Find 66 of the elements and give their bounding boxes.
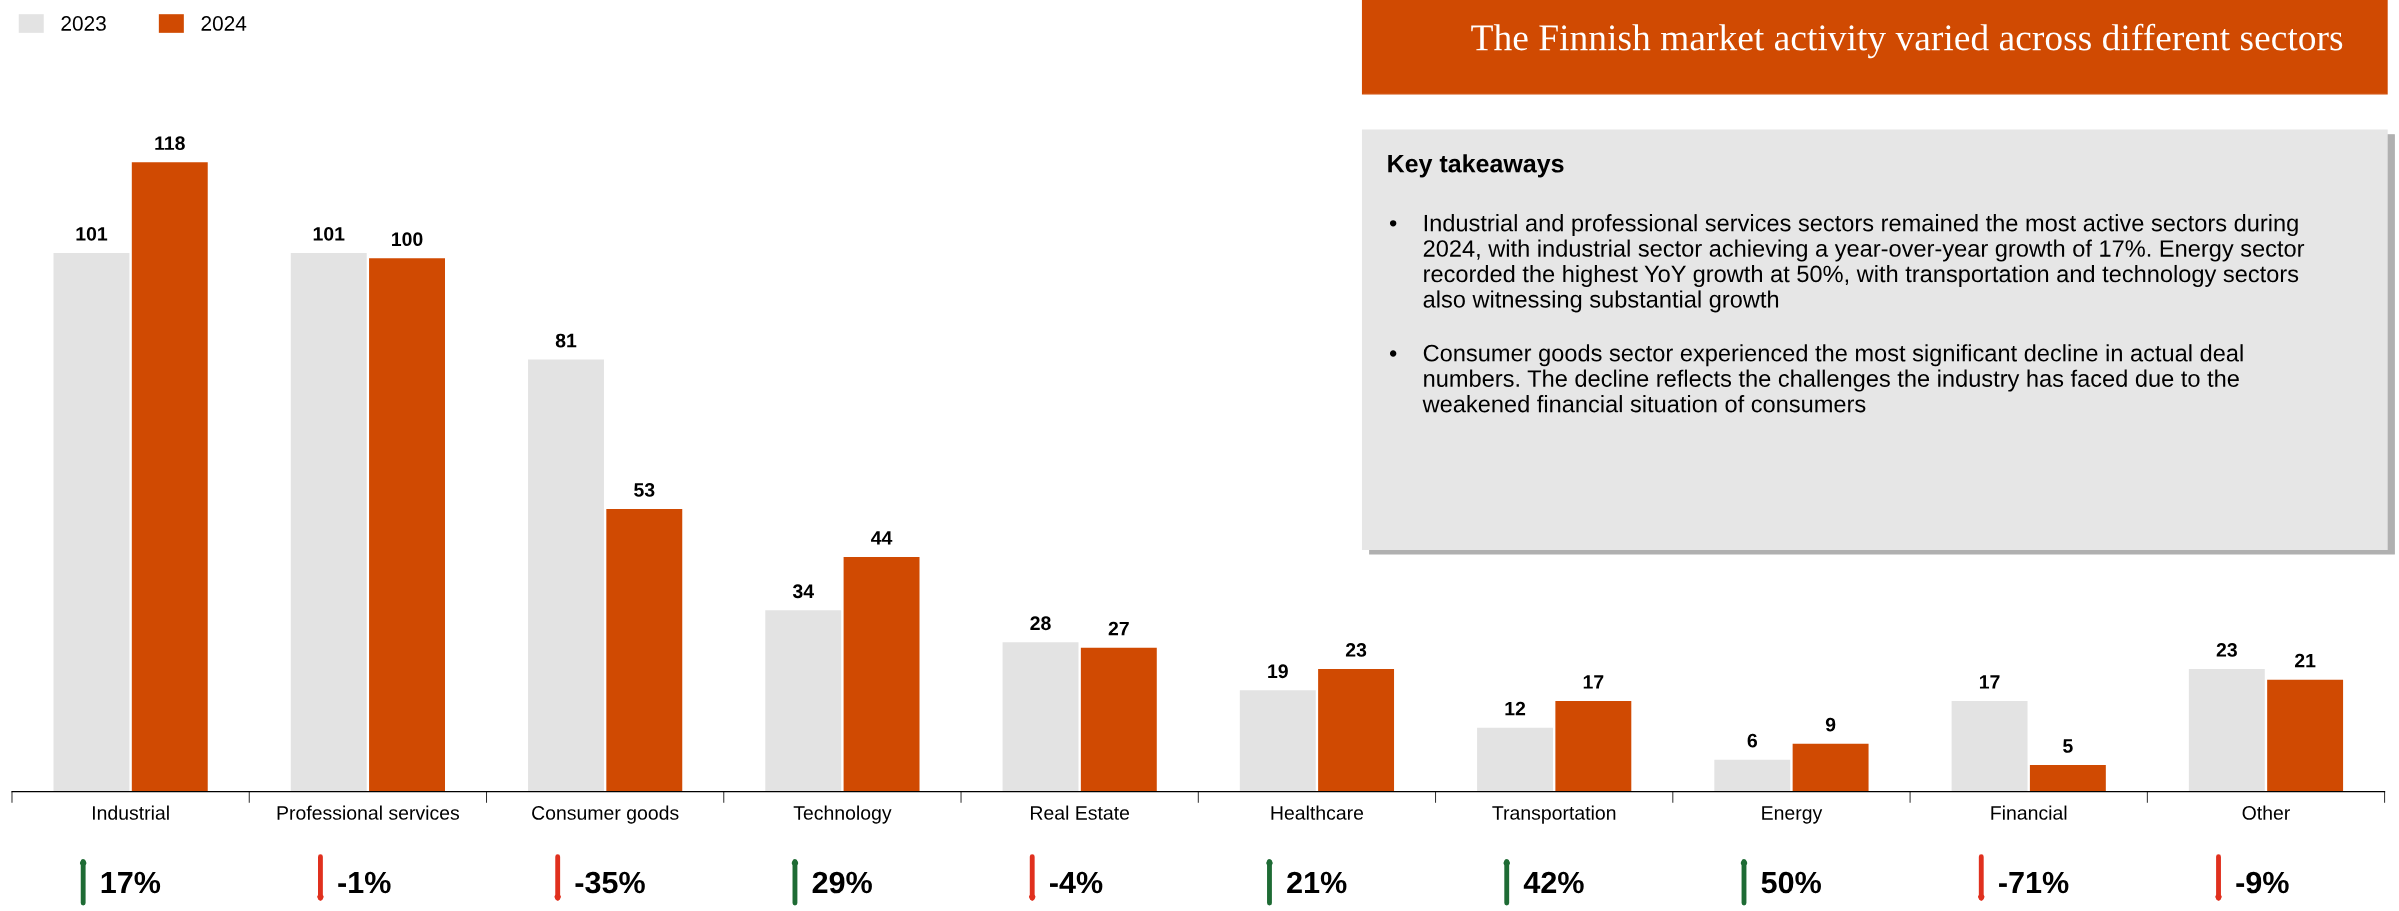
x-tick-label: Technology	[793, 805, 892, 824]
data-label: 5	[2063, 739, 2073, 753]
x-tick-label: Energy	[1762, 806, 1823, 824]
x-tick-label: Real Estate	[1031, 805, 1130, 820]
legend-label: 2024	[201, 16, 247, 31]
bar	[1318, 668, 1395, 792]
bar	[369, 258, 445, 792]
data-label: 44	[871, 531, 893, 545]
x-tick-label: Professional services	[277, 805, 460, 820]
data-label: 17	[1583, 675, 1604, 689]
text: -35%	[575, 871, 645, 894]
text: • Industrial and professional services sectors remained the most active sectors during 2024, with industrial sector achieving a year-over-year growth of 17%. Energy sector recorded the highest YoY growth at 50%, with transportation and technology sectors also witnessing substantial growth	[1389, 214, 2305, 313]
x-tick-label: Industrial	[92, 805, 169, 820]
bar	[131, 162, 208, 792]
bar	[2267, 679, 2344, 792]
text: 50%	[1761, 871, 1821, 894]
annotation: Key takeaways	[1388, 154, 1564, 178]
text: -71%	[1999, 871, 2069, 894]
data-label: 6	[1747, 733, 1758, 748]
bar	[1080, 647, 1157, 792]
bar	[1555, 700, 1632, 792]
text: 29%	[812, 871, 872, 894]
data-label: 81	[555, 333, 577, 348]
data-label: 19	[1268, 664, 1288, 679]
bar	[765, 610, 842, 792]
annotation: • Consumer goods sector experienced the most significant decline in actual deal numbers. The decline reflects the challenges the industry has faced due to the weakened financial situation of consumers	[1389, 344, 2243, 413]
bar	[53, 252, 130, 792]
bar	[1792, 743, 1869, 792]
text: 17%	[101, 871, 161, 894]
x-tick-label: Healthcare	[1271, 805, 1364, 820]
data-label: 101	[76, 226, 108, 241]
data-label: 17	[1979, 675, 2000, 689]
data-label: 34	[792, 584, 814, 599]
bar	[1714, 759, 1791, 792]
x-tick-label: Consumer goods	[532, 805, 679, 824]
data-label: 27	[1108, 621, 1129, 636]
bar	[843, 556, 920, 792]
data-label: 53	[634, 483, 655, 497]
bar	[1239, 690, 1316, 792]
text: 42%	[1523, 871, 1584, 894]
x-tick-label: Other	[2242, 805, 2290, 820]
data-label: 118	[155, 136, 185, 151]
data-label: 9	[1825, 717, 1836, 732]
data-label: 23	[1345, 643, 1367, 657]
bar	[2188, 668, 2265, 792]
data-label: 21	[2294, 653, 2316, 668]
x-tick-label: Financial	[1991, 805, 2067, 820]
text: -4%	[1050, 871, 1103, 894]
data-label: 28	[1030, 616, 1051, 631]
bar	[1477, 727, 1554, 792]
bar	[1002, 642, 1079, 792]
data-label: 101	[313, 226, 345, 241]
chart-title: The Finnish market activity varied across different sectors	[1471, 23, 2343, 59]
bar	[1951, 700, 2028, 792]
text: -1%	[338, 871, 391, 894]
data-label: 12	[1505, 701, 1526, 716]
x-tick-label: Transportation	[1492, 805, 1616, 824]
text: -9%	[2236, 871, 2289, 894]
bar	[2029, 764, 2106, 792]
bar	[606, 508, 683, 792]
bar	[290, 252, 367, 792]
bar	[528, 359, 604, 792]
text: 21%	[1287, 871, 1347, 894]
data-label: 23	[2216, 643, 2237, 657]
legend-label: 2023	[61, 16, 106, 31]
data-label: 100	[392, 232, 423, 247]
